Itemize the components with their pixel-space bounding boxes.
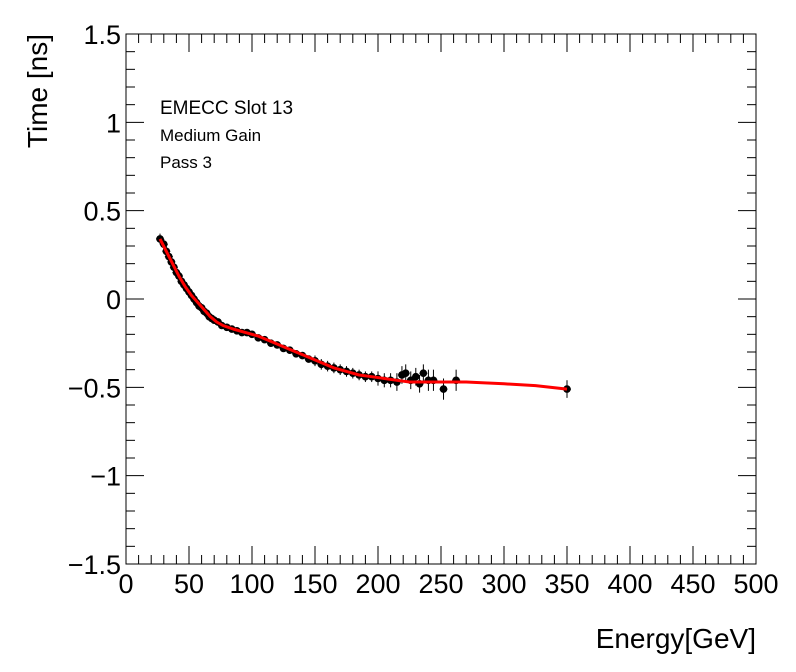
data-points (156, 235, 571, 393)
y-tick-label: −0.5 (68, 373, 121, 403)
x-tick-label: 450 (670, 569, 715, 599)
y-tick-label: −1.5 (68, 550, 121, 580)
y-tick-label: 1.5 (83, 20, 121, 50)
x-tick-label: 300 (481, 569, 526, 599)
legend-gain: Medium Gain (160, 126, 261, 145)
y-tick-label: 0.5 (83, 197, 121, 227)
x-axis-title: Energy[GeV] (596, 623, 756, 654)
x-tick-label: 100 (229, 569, 274, 599)
x-tick-label: 200 (355, 569, 400, 599)
data-point (563, 385, 571, 393)
y-tick-labels: 1.5 1 0.5 0 −0.5 −1 −1.5 (68, 20, 121, 580)
data-point (439, 385, 448, 393)
fit-curve-group (158, 238, 568, 391)
y-tick-label: −1 (90, 462, 121, 492)
legend-title: EMECC Slot 13 (160, 98, 293, 119)
data-point (419, 369, 428, 378)
x-tick-label: 500 (733, 569, 778, 599)
x-tick-label: 0 (118, 569, 133, 599)
x-tick-label: 250 (418, 569, 463, 599)
data-point (401, 369, 410, 378)
axis-ticks (125, 33, 757, 565)
x-tick-label: 150 (292, 569, 337, 599)
data-point (412, 372, 420, 381)
y-tick-label: 0 (106, 285, 121, 315)
y-tick-label: 1 (106, 108, 121, 138)
y-axis-title: Time [ns] (22, 34, 53, 148)
x-tick-labels: 0 50 100 150 200 250 300 350 400 450 500 (118, 569, 778, 599)
x-tick-label: 350 (544, 569, 589, 599)
fit-curve (158, 238, 568, 391)
legend-pass: Pass 3 (160, 153, 212, 172)
x-tick-label: 50 (174, 569, 204, 599)
x-tick-label: 400 (607, 569, 652, 599)
